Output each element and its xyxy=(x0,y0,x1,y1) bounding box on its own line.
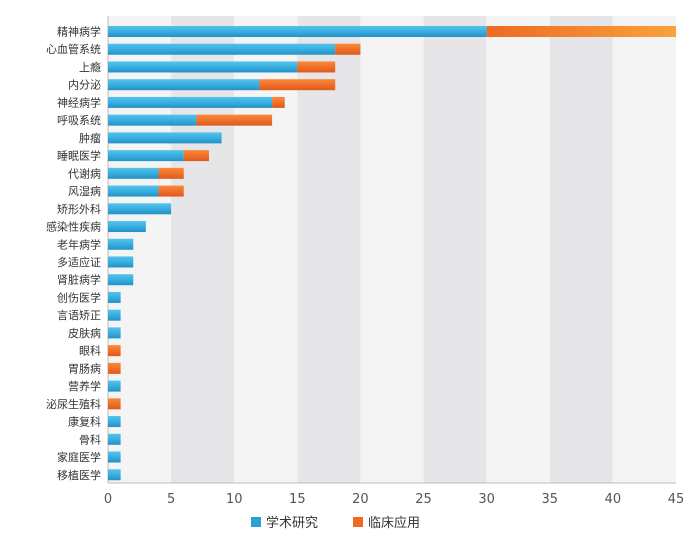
bar-academic-15 xyxy=(108,291,121,303)
category-label: 营养学 xyxy=(68,379,101,393)
grid-band xyxy=(171,16,235,483)
bar-academic-3 xyxy=(108,79,260,91)
grid-band xyxy=(549,16,613,483)
x-tick-label: 45 xyxy=(668,492,685,507)
legend-label-academic: 学术研究 xyxy=(266,515,318,531)
category-label: 代谢病 xyxy=(68,166,101,180)
category-label: 泌尿生殖科 xyxy=(46,397,101,411)
bar-clinical-1 xyxy=(335,43,361,55)
x-tick-label: 25 xyxy=(415,492,432,507)
bar-academic-16 xyxy=(108,309,121,321)
bar-academic-13 xyxy=(108,256,134,268)
category-label: 上瘾 xyxy=(79,60,101,74)
bar-academic-10 xyxy=(108,203,172,215)
category-label: 内分泌 xyxy=(68,78,101,92)
category-labels: 精神病学心血管系统上瘾内分泌神经病学呼吸系统肿瘤睡眠医学代谢病风湿病矫形外科感染… xyxy=(46,25,101,482)
bar-clinical-8 xyxy=(158,167,184,179)
legend-swatch-clinical xyxy=(353,517,363,527)
bar-academic-11 xyxy=(108,221,146,233)
category-label: 创伤医学 xyxy=(57,290,101,304)
x-tick-label: 0 xyxy=(104,492,112,507)
bar-clinical-5 xyxy=(196,114,273,126)
category-label: 康复科 xyxy=(68,415,101,429)
bar-academic-14 xyxy=(108,274,134,286)
category-label: 肿瘤 xyxy=(79,131,101,145)
category-label: 风湿病 xyxy=(68,184,101,198)
x-tick-label: 35 xyxy=(542,492,559,507)
bar-clinical-18 xyxy=(108,345,121,357)
bar-clinical-21 xyxy=(108,398,121,410)
grid-band xyxy=(297,16,361,483)
category-label: 骨科 xyxy=(79,432,101,446)
category-label: 言语矫正 xyxy=(57,309,101,322)
category-label: 神经病学 xyxy=(57,95,101,109)
bar-academic-7 xyxy=(108,150,184,162)
bar-academic-25 xyxy=(108,469,121,481)
category-label: 胃肠病 xyxy=(68,361,101,375)
bar-academic-1 xyxy=(108,43,336,55)
category-label: 矫形外科 xyxy=(57,202,101,216)
bar-academic-22 xyxy=(108,416,121,428)
category-label: 呼吸系统 xyxy=(57,114,101,127)
bar-academic-5 xyxy=(108,114,197,126)
bar-clinical-19 xyxy=(108,362,121,374)
bar-academic-8 xyxy=(108,167,159,179)
grid-band xyxy=(612,16,676,483)
bar-academic-17 xyxy=(108,327,121,339)
bar-clinical-4 xyxy=(272,96,285,108)
bar-academic-4 xyxy=(108,96,273,108)
grid-band xyxy=(423,16,487,483)
category-label: 肾脏病学 xyxy=(57,273,101,287)
category-label: 精神病学 xyxy=(57,25,101,39)
grid-band xyxy=(360,16,424,483)
grid-band xyxy=(234,16,298,483)
category-label: 家庭医学 xyxy=(57,450,101,464)
bar-academic-20 xyxy=(108,380,121,392)
category-label: 感染性疾病 xyxy=(46,220,101,234)
bar-academic-0 xyxy=(108,26,487,37)
category-label: 皮肤病 xyxy=(68,326,101,340)
x-tick-label: 5 xyxy=(167,492,175,507)
category-label: 多适应证 xyxy=(57,255,101,269)
bar-academic-23 xyxy=(108,433,121,445)
bar-academic-9 xyxy=(108,185,159,197)
legend: 学术研究 临床应用 xyxy=(251,515,420,531)
x-tick-label: 10 xyxy=(226,492,243,507)
bar-academic-12 xyxy=(108,238,134,250)
bar-clinical-9 xyxy=(158,185,184,197)
x-tick-labels: 0 5 10 15 20 25 30 35 40 45 xyxy=(104,492,684,507)
category-label: 心血管系统 xyxy=(46,42,101,56)
legend-swatch-academic xyxy=(251,517,261,527)
category-label: 睡眠医学 xyxy=(57,149,101,163)
bars-group xyxy=(108,26,676,481)
category-label: 眼科 xyxy=(79,344,101,358)
bar-academic-2 xyxy=(108,61,298,73)
category-label: 移植医学 xyxy=(57,468,101,482)
bar-clinical-7 xyxy=(183,150,209,162)
bar-academic-6 xyxy=(108,132,222,144)
bar-clinical-2 xyxy=(297,61,336,73)
grid-band xyxy=(486,16,550,483)
bar-clinical-3 xyxy=(259,79,336,91)
category-label: 老年病学 xyxy=(57,237,101,251)
legend-label-clinical: 临床应用 xyxy=(368,515,420,531)
bar-clinical-0 xyxy=(486,26,676,37)
plot-background xyxy=(108,16,676,483)
x-tick-label: 20 xyxy=(352,492,369,507)
x-tick-label: 30 xyxy=(478,492,495,507)
x-tick-label: 40 xyxy=(605,492,622,507)
x-tick-label: 15 xyxy=(289,492,306,507)
bar-academic-24 xyxy=(108,451,121,463)
